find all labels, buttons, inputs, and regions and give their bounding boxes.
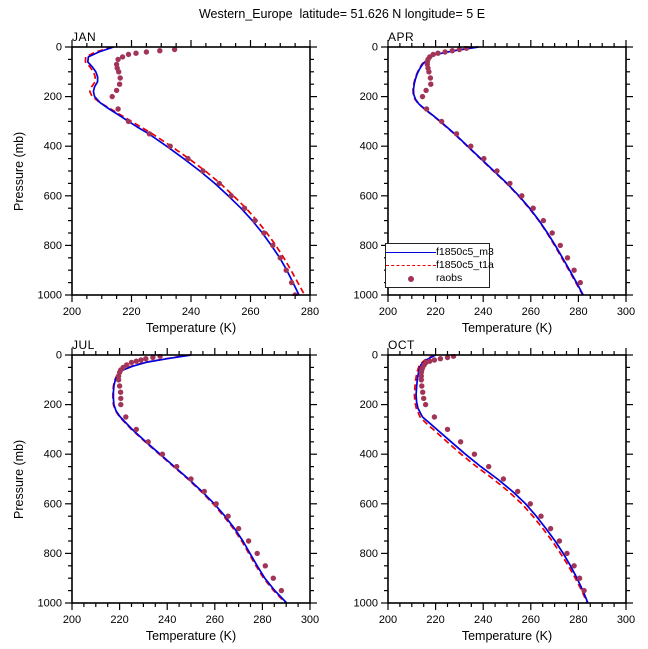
svg-text:1000: 1000	[38, 290, 62, 302]
legend: f1850c5_m3 f1850c5_t1a raobs	[385, 243, 494, 288]
panel-month-label: APR	[388, 30, 415, 44]
x-axis-label: Temperature (K)	[461, 629, 553, 643]
svg-text:0: 0	[372, 350, 378, 362]
svg-text:200: 200	[379, 614, 397, 626]
series-raobs	[115, 354, 285, 594]
panel-apr: APR 200 220 240 260 280 300 0 200 400 600 800 1000 …	[354, 30, 636, 335]
x-axis-label: Temperature (K)	[145, 321, 237, 335]
svg-text:260: 260	[206, 614, 224, 626]
svg-text:280: 280	[253, 614, 271, 626]
svg-text:400: 400	[360, 141, 378, 153]
svg-text:400: 400	[360, 449, 378, 461]
svg-text:280: 280	[569, 306, 587, 318]
legend-item: f1850c5_t1a	[386, 259, 494, 272]
svg-text:260: 260	[522, 306, 540, 318]
series-raobs	[109, 46, 298, 296]
legend-dot-swatch	[386, 272, 436, 285]
svg-text:280: 280	[569, 614, 587, 626]
svg-text:600: 600	[360, 498, 378, 510]
svg-text:240: 240	[474, 306, 492, 318]
svg-text:800: 800	[44, 548, 62, 560]
svg-text:240: 240	[182, 306, 200, 318]
svg-text:220: 220	[426, 306, 444, 318]
legend-item-label: f1850c5_t1a	[436, 259, 494, 271]
legend-line-swatch-solid	[386, 246, 436, 259]
svg-text:220: 220	[122, 306, 140, 318]
svg-text:300: 300	[617, 306, 635, 318]
svg-text:300: 300	[617, 614, 635, 626]
svg-text:200: 200	[63, 614, 81, 626]
svg-text:280: 280	[301, 306, 319, 318]
svg-text:600: 600	[44, 498, 62, 510]
svg-text:200: 200	[379, 306, 397, 318]
temperature-profile-plot-oct: 200 220 240 260 280 300 0 200 400 600 800 1000	[354, 348, 635, 626]
legend-line-swatch-dashed	[386, 259, 436, 272]
svg-text:200: 200	[360, 91, 378, 103]
svg-text:600: 600	[44, 190, 62, 202]
svg-text:200: 200	[63, 306, 81, 318]
svg-text:220: 220	[426, 614, 444, 626]
panel-month-label: JAN	[72, 30, 97, 44]
svg-text:0: 0	[56, 42, 62, 54]
svg-text:200: 200	[44, 91, 62, 103]
panel-oct: OCT 200 220 240 260 280 300 0 200 400 600 800 1000 …	[354, 338, 636, 643]
panel-jul: JUL 200 220 240 260 280 300 0 200 400 600 800 1000 …	[12, 338, 319, 643]
svg-text:300: 300	[301, 614, 319, 626]
series-f1850c5_t1a	[112, 354, 287, 604]
series-f1850c5_t1a	[413, 354, 588, 604]
legend-item-label: f1850c5_m3	[436, 246, 494, 258]
svg-text:260: 260	[522, 614, 540, 626]
temperature-profile-plot-jan: 200 220 240 260 280 0 200 400 600 800 1000	[38, 40, 319, 318]
legend-item: raobs	[386, 272, 489, 285]
svg-text:240: 240	[158, 614, 176, 626]
svg-text:800: 800	[44, 240, 62, 252]
series-f1850c5_m3	[412, 46, 584, 296]
svg-text:260: 260	[241, 306, 259, 318]
svg-text:400: 400	[44, 141, 62, 153]
svg-text:1000: 1000	[354, 290, 378, 302]
svg-text:0: 0	[372, 42, 378, 54]
series-raobs	[418, 354, 587, 594]
y-axis-label: Pressure (mb)	[12, 131, 26, 211]
svg-text:800: 800	[360, 240, 378, 252]
svg-text:220: 220	[110, 614, 128, 626]
temperature-profile-plot-jul: 200 220 240 260 280 300 0 200 400 600 800 1000	[38, 348, 319, 626]
series-f1850c5_m3	[112, 354, 288, 604]
series-raobs	[419, 46, 583, 286]
panel-month-label: JUL	[72, 338, 95, 352]
legend-item: f1850c5_m3	[386, 246, 494, 259]
panel-jan: JAN 200 220 240 260 280 0 200 400 600 800 1000 Pre…	[12, 30, 319, 335]
temperature-profile-plot-apr: 200 220 240 260 280 300 0 200 400 600 800 1000	[354, 40, 635, 318]
svg-text:600: 600	[360, 190, 378, 202]
svg-text:400: 400	[44, 449, 62, 461]
svg-text:1000: 1000	[354, 598, 378, 610]
series-f1850c5_t1a	[84, 46, 306, 296]
svg-text:800: 800	[360, 548, 378, 560]
svg-text:200: 200	[360, 399, 378, 411]
svg-text:0: 0	[56, 350, 62, 362]
series-f1850c5_m3	[415, 354, 589, 604]
panel-month-label: OCT	[388, 338, 415, 352]
y-axis-label: Pressure (mb)	[12, 439, 26, 519]
figure-title: Western_Europe latitude= 51.626 N longit…	[198, 7, 486, 21]
svg-text:200: 200	[44, 399, 62, 411]
svg-text:240: 240	[474, 614, 492, 626]
x-axis-label: Temperature (K)	[461, 321, 553, 335]
svg-text:1000: 1000	[38, 598, 62, 610]
x-axis-label: Temperature (K)	[145, 629, 237, 643]
legend-item-label: raobs	[436, 272, 463, 284]
